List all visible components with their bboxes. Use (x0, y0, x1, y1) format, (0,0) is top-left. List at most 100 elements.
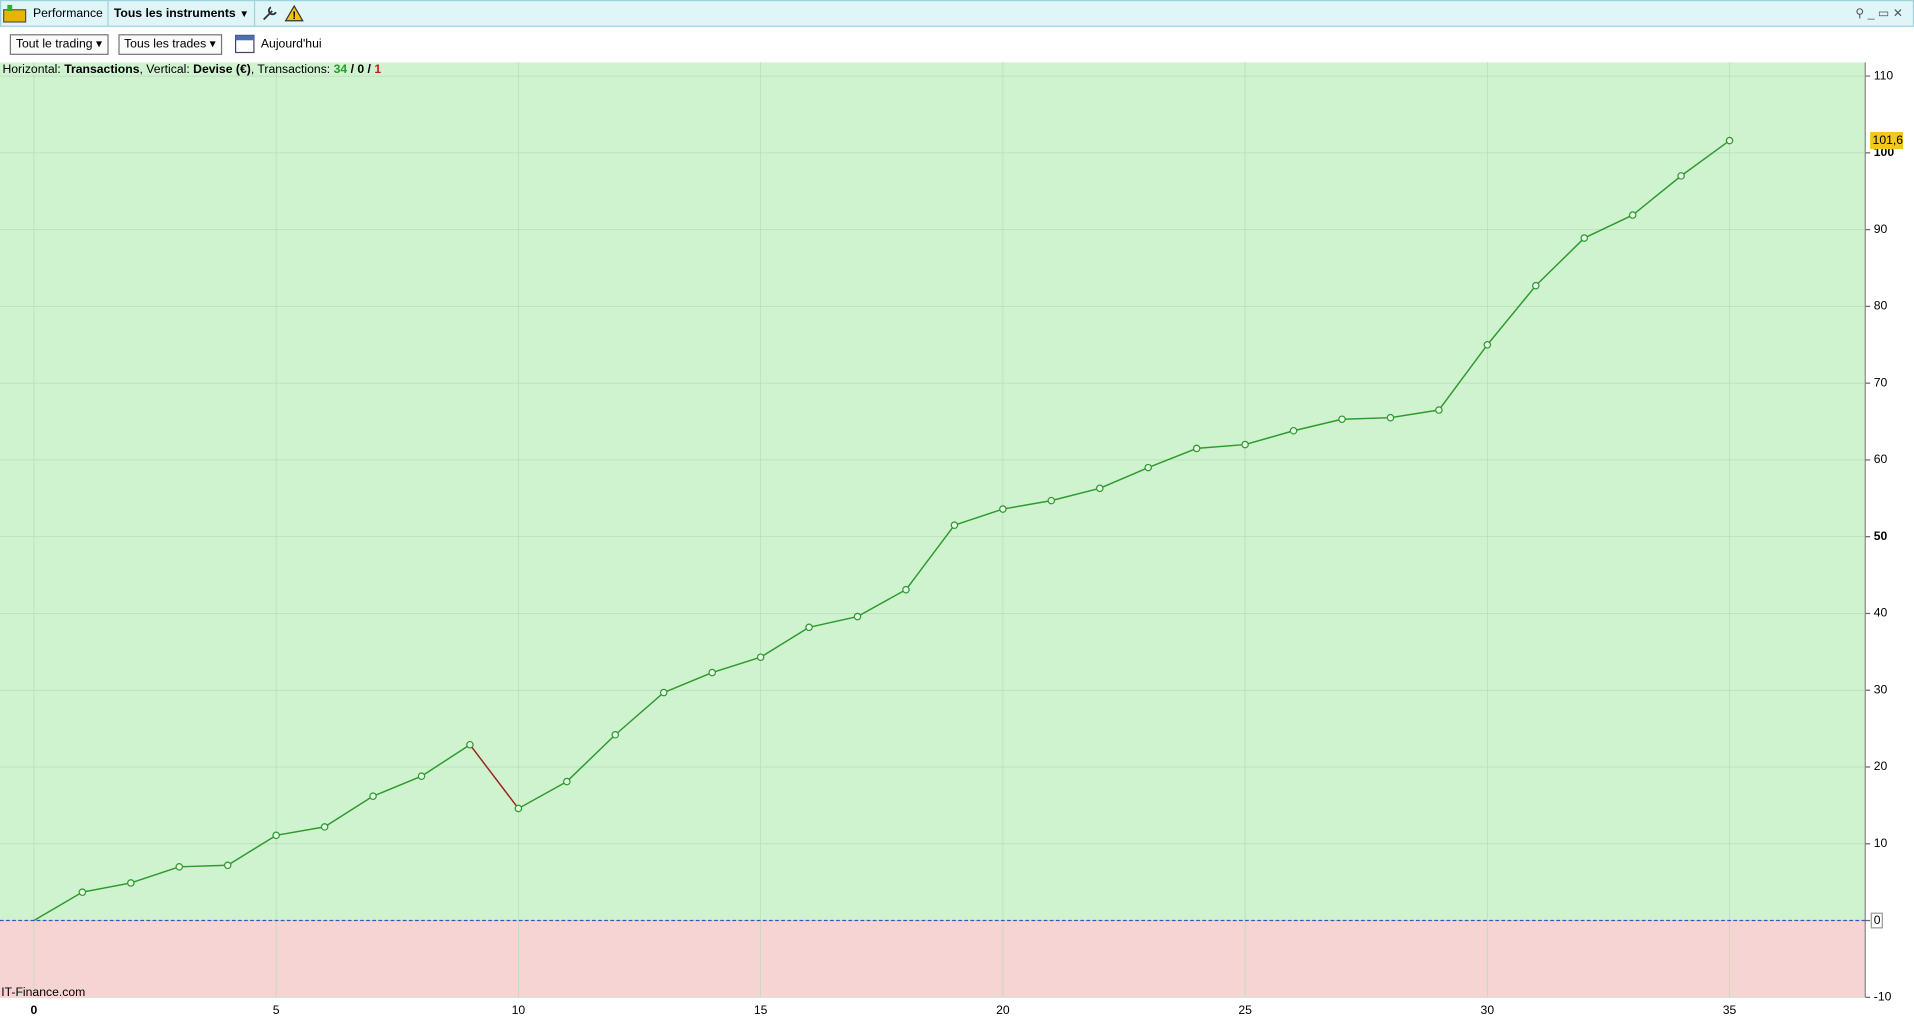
y-tick-label: 110 (1874, 68, 1894, 82)
y-tick-label: 90 (1874, 222, 1888, 236)
line-segment (808, 615, 858, 628)
negative-zone (0, 920, 1866, 998)
line-segment (1051, 487, 1100, 502)
point (563, 777, 571, 786)
line-segment (1244, 430, 1294, 446)
y-tick-label: 0 (1874, 913, 1881, 927)
point (417, 772, 426, 780)
instrument-select[interactable]: Tous les instruments (113, 6, 236, 21)
point (853, 612, 862, 621)
point (1628, 211, 1637, 219)
point (514, 804, 523, 813)
line-segment (324, 795, 374, 828)
y-tick-label: 80 (1874, 299, 1888, 313)
point (1241, 440, 1249, 449)
trades-select[interactable]: Tous les trades ▾ (117, 33, 222, 55)
line-segment (1099, 466, 1149, 490)
point (272, 831, 280, 840)
point (78, 888, 87, 896)
y-tick-label: 20 (1874, 759, 1888, 773)
point (1192, 444, 1201, 453)
point (950, 521, 959, 529)
y-tick-label: 30 (1874, 682, 1888, 696)
line-segment (1147, 447, 1197, 469)
line-segment (711, 656, 761, 674)
period-select[interactable]: Tout le trading ▾ (9, 33, 109, 55)
info-text: , Transactions: (250, 63, 331, 77)
line-segment (857, 589, 907, 618)
point (708, 668, 716, 677)
x-tick-label: 25 (1238, 1003, 1252, 1017)
line-segment (663, 671, 713, 694)
line-segment (372, 775, 422, 797)
point (1580, 234, 1589, 242)
y-tick-label: 40 (1874, 606, 1888, 620)
line-segment (1293, 418, 1343, 432)
info-value: Transactions (64, 63, 140, 77)
trades-label: Tous les trades (124, 37, 207, 51)
line-segment (227, 834, 277, 866)
point (805, 623, 813, 632)
point (127, 879, 135, 887)
line-segment (905, 524, 956, 591)
date-label[interactable]: Aujourd'hui (260, 37, 322, 51)
settings-icon[interactable] (260, 4, 280, 24)
point (1677, 172, 1685, 180)
point (756, 653, 765, 662)
x-tick-label: 35 (1723, 1003, 1737, 1017)
x-tick-label: 0 (31, 1003, 38, 1017)
info-text: , Vertical: (139, 63, 190, 77)
dropdown-arrow[interactable]: ▼ (239, 7, 250, 19)
point (1095, 484, 1104, 493)
window-controls[interactable]: ⚲ _ ▭ ✕ (1855, 6, 1904, 21)
calendar-icon[interactable] (234, 33, 256, 55)
warning-icon[interactable]: ! (284, 4, 306, 24)
point (611, 730, 620, 739)
line-segment (1390, 409, 1440, 419)
even: 0 (357, 63, 365, 77)
point (1338, 415, 1346, 424)
point (1144, 463, 1152, 472)
line-segment (566, 734, 616, 783)
y-tick-label: -10 (1874, 990, 1892, 1004)
point (369, 792, 377, 800)
point (1532, 281, 1540, 290)
title-bar: Performance Tous les instruments ▼ ! ⚲ _… (0, 0, 1914, 27)
toolbar: Tout le trading ▾ Tous les trades ▾ Aujo… (0, 27, 1914, 61)
point (1483, 340, 1492, 349)
point (1725, 136, 1734, 145)
line-segment (1583, 214, 1633, 239)
line-segment (1341, 416, 1391, 420)
line-segment (1486, 285, 1537, 346)
point (320, 823, 329, 831)
footer: IT-Finance.com (1, 986, 86, 1000)
point (1289, 426, 1298, 435)
line-segment (954, 508, 1004, 526)
wins: 34 (333, 63, 348, 77)
line-segment (276, 826, 325, 837)
losses: 1 (374, 63, 382, 77)
line-segment (1632, 175, 1682, 216)
info-text: Horizontal: (2, 63, 61, 77)
point (902, 585, 910, 594)
line-segment (1680, 139, 1731, 177)
point (659, 688, 668, 697)
point (1435, 406, 1443, 414)
title: Performance (32, 6, 103, 21)
info-value: Devise (€) (193, 63, 251, 77)
positive-zone (0, 62, 1866, 921)
current-value-label: 101,6 (1873, 133, 1904, 147)
y-tick-label: 60 (1874, 452, 1888, 466)
line-segment (760, 626, 810, 658)
line-segment (1196, 443, 1246, 450)
line-segment (614, 691, 665, 736)
line-segment (1002, 499, 1052, 510)
x-tick-label: 15 (754, 1003, 768, 1017)
y-tick-label: 70 (1874, 375, 1888, 389)
point (466, 740, 474, 749)
point (175, 863, 184, 871)
line-segment (33, 891, 83, 922)
